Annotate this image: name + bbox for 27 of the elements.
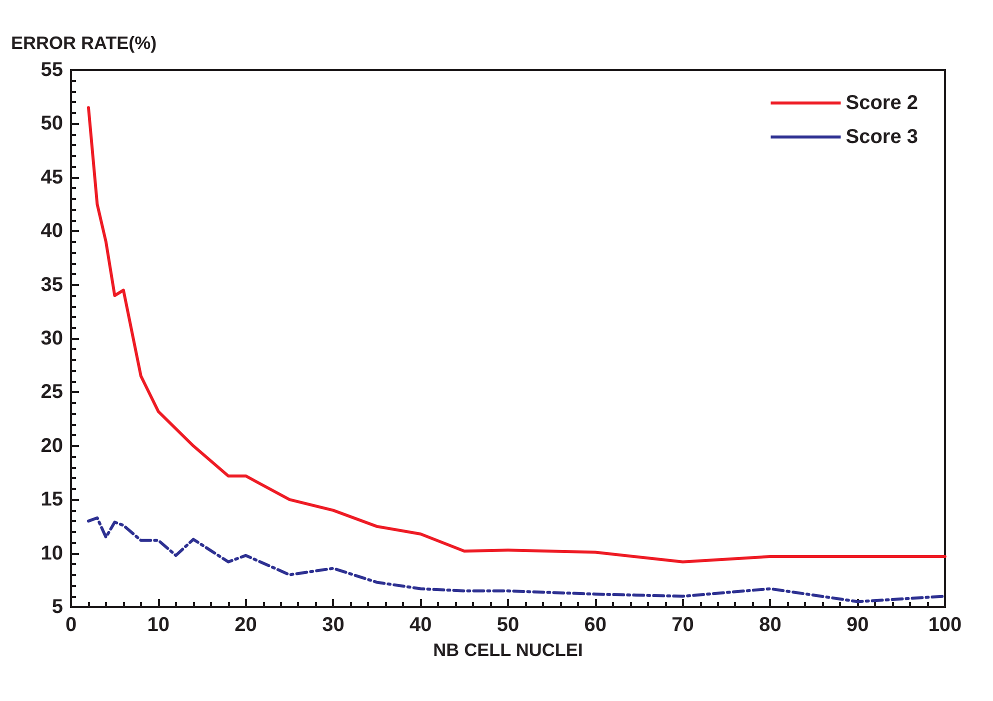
x-tick-label: 70 — [672, 614, 694, 636]
y-tick-label: 55 — [40, 59, 63, 81]
y-axis-title: ERROR RATE(%) — [11, 33, 157, 53]
x-tick-label: 20 — [234, 614, 257, 636]
legend-label: Score 3 — [846, 126, 918, 148]
x-tick-label: 40 — [409, 614, 432, 636]
y-tick-label: 45 — [40, 166, 63, 188]
x-tick-label: 80 — [759, 614, 782, 636]
x-tick-label: 100 — [928, 614, 962, 636]
y-tick-label: 20 — [40, 434, 63, 457]
legend-label: Score 2 — [846, 92, 918, 114]
y-tick-label: 5 — [52, 596, 63, 618]
y-tick-label: 15 — [40, 488, 63, 511]
y-tick-label: 50 — [40, 112, 63, 135]
line-series — [86, 516, 946, 604]
x-axis-title: NB CELL NUCLEI — [433, 640, 583, 660]
x-tick-label: 50 — [496, 614, 520, 636]
x-tick-label: 10 — [147, 614, 170, 636]
y-tick-label: 10 — [40, 542, 63, 564]
y-tick-label: 35 — [40, 274, 63, 296]
y-tick-label: 40 — [40, 220, 63, 242]
x-tick-label: 90 — [846, 614, 869, 636]
x-tick-label: 30 — [322, 614, 344, 636]
x-tick-label: 60 — [584, 614, 607, 636]
y-tick-label: 30 — [40, 328, 63, 350]
x-tick-label: 0 — [65, 614, 77, 636]
y-tick-label: 25 — [40, 381, 63, 404]
